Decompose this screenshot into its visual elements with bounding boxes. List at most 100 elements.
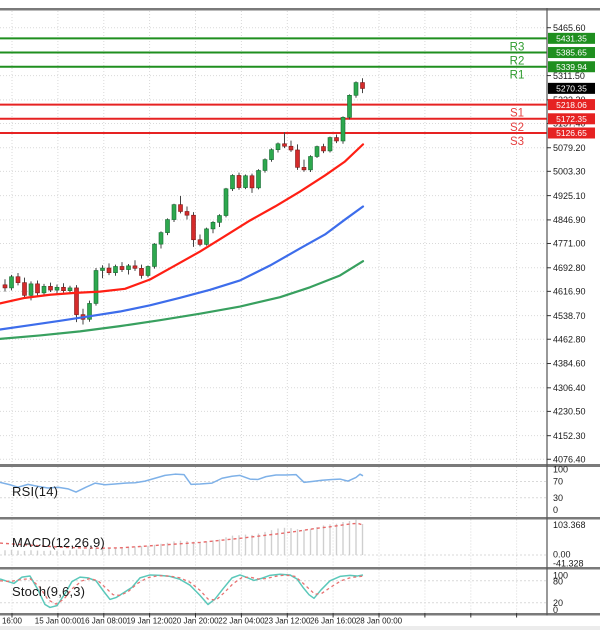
pivot-label-r3: R3 — [510, 41, 525, 53]
svg-text:5218.06: 5218.06 — [556, 100, 587, 110]
axis-badge-s2: 5172.35 — [548, 113, 595, 125]
x-axis-label: 26 Jan 16:00 — [310, 617, 357, 626]
axis-badge-s1: 5218.06 — [548, 99, 595, 111]
stoch-axis-label: 0 — [553, 605, 558, 615]
y-axis-label: 4306.40 — [553, 383, 586, 393]
stoch-axis-label: 80 — [553, 577, 563, 587]
candle-down — [301, 167, 307, 171]
candle-up — [9, 276, 14, 289]
ma-mid-blue-line — [0, 205, 365, 331]
pivot-label-r2: R2 — [510, 56, 525, 68]
rsi-label: RSI(14) — [12, 484, 59, 499]
y-axis-label: 4616.90 — [553, 287, 586, 297]
x-axis-label: 20 Jan 20:00 — [172, 617, 219, 626]
candle-up — [93, 270, 99, 304]
candle-down — [184, 211, 190, 216]
rsi-panel[interactable] — [0, 467, 547, 517]
candle-up — [230, 175, 235, 190]
x-axis-label: 19 Jan 12:00 — [126, 617, 173, 626]
candle-up — [210, 222, 216, 230]
candle-down — [61, 286, 66, 292]
axis-badge-r2: 5385.65 — [548, 47, 595, 59]
candle-up — [113, 266, 118, 273]
y-axis-label: 4692.80 — [553, 263, 586, 273]
candle-down — [288, 145, 294, 151]
candle-up — [126, 265, 131, 270]
candle-up — [308, 156, 313, 171]
candle-down — [106, 267, 112, 273]
candle-up — [223, 188, 229, 216]
candle-down — [2, 284, 8, 289]
ma-fast-red-line — [0, 143, 365, 305]
macd-axis-label: 0.00 — [553, 550, 571, 560]
candle-up — [41, 286, 47, 294]
candle-up — [243, 175, 248, 188]
y-axis-label: 4462.80 — [553, 334, 586, 344]
candle-down — [119, 266, 125, 270]
candle-up — [256, 170, 261, 189]
current-price-badge: 5270.35 — [548, 82, 595, 94]
rsi-axis-label: 100 — [553, 464, 568, 474]
stoch-k-line — [0, 573, 364, 609]
svg-text:5270.35: 5270.35 — [556, 84, 587, 94]
candle-up — [165, 219, 170, 233]
y-axis-label: 4076.40 — [553, 454, 586, 464]
y-axis: 5465.605311.505233.305157.405079.205003.… — [547, 23, 586, 615]
x-axis: 16:00 15 Jan 00:00 16 Jan 08:00 19 Jan 12:0… — [2, 613, 518, 626]
candle-up — [87, 303, 92, 320]
candle-down — [249, 175, 255, 189]
candle-up — [171, 204, 177, 220]
svg-text:5339.94: 5339.94 — [556, 62, 587, 72]
candle-down — [35, 283, 40, 294]
candle-up — [152, 243, 157, 267]
candle-down — [191, 214, 196, 241]
axis-badge-r1: 5339.94 — [548, 61, 595, 73]
pivot-label-s2: S2 — [510, 122, 524, 134]
candle-down — [22, 282, 27, 296]
candle-down — [15, 276, 21, 283]
pivot-label-s1: S1 — [510, 108, 524, 120]
candle-up — [340, 117, 346, 142]
candle-up — [353, 82, 359, 96]
y-axis-label: 5311.50 — [553, 71, 585, 81]
y-axis-label: 4846.90 — [553, 215, 586, 225]
y-axis-label: 4152.30 — [553, 431, 586, 441]
stoch-panel[interactable] — [0, 569, 547, 614]
rsi-axis-label: 0 — [553, 505, 558, 515]
macd-panel[interactable] — [0, 519, 547, 568]
bottom-strip — [0, 626, 600, 630]
candle-up — [217, 215, 222, 223]
candle-down — [295, 149, 300, 168]
pivot-label-r1: R1 — [510, 70, 525, 82]
candle-down — [360, 82, 365, 89]
x-axis-label: 28 Jan 00:00 — [356, 617, 403, 626]
svg-text:5431.35: 5431.35 — [556, 34, 587, 44]
candle-up — [54, 286, 60, 291]
rsi-axis-label: 70 — [553, 477, 563, 487]
candle-up — [347, 94, 352, 118]
axis-badge-r3: 5431.35 — [548, 32, 595, 44]
stoch-d-line — [0, 574, 364, 605]
y-axis-label: 5465.60 — [553, 23, 586, 33]
candle-down — [334, 137, 339, 142]
candle-up — [100, 267, 105, 271]
svg-text:5172.35: 5172.35 — [556, 114, 587, 124]
macd-axis-label: 103.368 — [553, 520, 586, 530]
macd-label: MACD(12,26,9) — [12, 535, 105, 550]
candle-down — [139, 268, 144, 276]
price-panel[interactable] — [0, 8, 547, 464]
rsi-line — [0, 473, 364, 493]
x-axis-label: 23 Jan 12:00 — [264, 617, 311, 626]
candle-down — [74, 287, 79, 315]
candle-up — [204, 228, 209, 245]
candle-up — [275, 143, 281, 150]
x-axis-label: 16 Jan 08:00 — [81, 617, 128, 626]
candle-up — [67, 287, 73, 292]
stoch-label: Stoch(9,6,3) — [12, 584, 86, 599]
candle-up — [158, 232, 164, 245]
svg-text:5126.65: 5126.65 — [556, 128, 587, 138]
candle-down — [282, 143, 287, 147]
candle-up — [269, 149, 274, 160]
